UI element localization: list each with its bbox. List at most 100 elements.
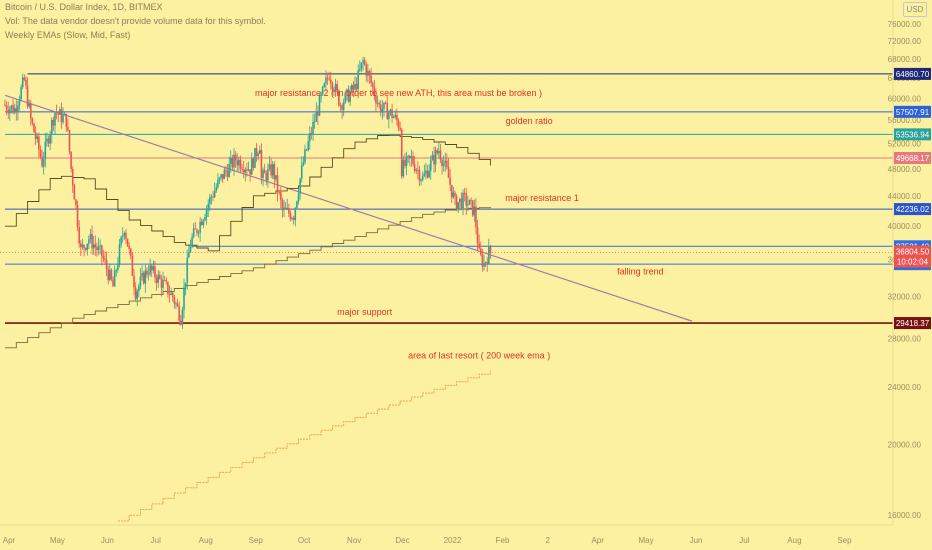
candle-body [360, 62, 363, 69]
candle-body [15, 108, 18, 112]
candle-body [267, 168, 269, 181]
candle [223, 166, 226, 180]
indicator-label[interactable]: Weekly EMAs (Slow, Mid, Fast) [5, 30, 131, 40]
candle [333, 86, 335, 97]
candle [100, 244, 103, 266]
candle [178, 301, 180, 326]
candle-body [255, 148, 258, 157]
price-tick-label: 40000.00 [888, 222, 922, 231]
candle-body [109, 269, 111, 280]
price-level-badge-bg [894, 203, 931, 216]
candle [38, 132, 40, 158]
candle [300, 156, 303, 183]
candle-body [225, 169, 227, 172]
candle [18, 95, 21, 111]
candle-body [67, 126, 69, 131]
candle-body [344, 92, 347, 103]
candle [83, 244, 85, 257]
candle-body [336, 84, 339, 91]
candle-body [147, 273, 150, 275]
candle-body [186, 257, 189, 283]
candle [186, 249, 189, 290]
candle [55, 104, 58, 120]
candle-body [62, 115, 64, 123]
candle [220, 173, 222, 182]
candle [33, 122, 35, 133]
candle-body [268, 164, 271, 169]
candle [36, 133, 39, 144]
plot-area: major resistance 2 ( in order to see new… [0, 56, 893, 522]
candle-body [305, 149, 308, 151]
candle [163, 276, 166, 282]
candle-body [176, 303, 179, 307]
candle-body [7, 110, 10, 114]
candle-body [63, 113, 66, 116]
candle-body [328, 78, 330, 80]
candle [329, 72, 332, 90]
candle [459, 198, 461, 211]
countdown-text: 10:02:04 [897, 257, 929, 266]
candle-body [121, 235, 124, 238]
candle-body [80, 243, 82, 248]
candle [347, 85, 350, 103]
price-tick-label: 52000.00 [888, 140, 922, 149]
candle-body [239, 159, 242, 169]
candle-body [236, 160, 239, 166]
time-tick-label: Jul [151, 536, 161, 545]
candle-body [425, 170, 427, 174]
candle [286, 198, 289, 211]
price-tick-label: 48000.00 [888, 165, 922, 174]
candle-body [438, 150, 440, 154]
candle [49, 130, 51, 151]
candle-body [262, 170, 264, 178]
candle-body [167, 282, 169, 295]
candle [275, 175, 277, 183]
candle [217, 173, 219, 190]
candle-body [194, 228, 197, 230]
candle [94, 235, 97, 256]
candle-body [125, 232, 127, 239]
candle-body [21, 77, 24, 88]
candle [349, 85, 351, 106]
candle [417, 161, 419, 180]
candle-body [457, 202, 459, 210]
candle-body [388, 113, 390, 120]
price-level-badge-text: 64860.70 [896, 70, 930, 79]
candle-body [442, 163, 445, 167]
time-tick-label: Sep [837, 536, 852, 545]
candle [155, 274, 158, 291]
candle [389, 108, 392, 117]
candle-body [157, 274, 160, 283]
candle [434, 146, 437, 172]
candle-body [454, 192, 456, 197]
candles [4, 56, 492, 329]
candle [471, 200, 474, 217]
candle-body [341, 105, 343, 110]
candle-body [488, 246, 490, 265]
candle-body [241, 168, 243, 170]
candle-body [286, 207, 289, 209]
candle [365, 61, 368, 82]
candle [271, 160, 274, 180]
candle [20, 84, 22, 102]
candle-body [359, 68, 361, 71]
chart-annotation: major resistance 2 ( in order to see new… [255, 88, 542, 98]
candle-body [221, 174, 224, 179]
candle-body [31, 118, 34, 124]
candle [276, 167, 279, 202]
candle [134, 282, 137, 302]
candle [410, 149, 413, 167]
currency-badge[interactable]: USD [903, 2, 927, 17]
price-tick-label: 44000.00 [888, 192, 922, 201]
candle-body [65, 113, 68, 127]
candle [50, 117, 53, 144]
candle [297, 188, 300, 205]
candle-body [329, 79, 332, 84]
candle [138, 283, 140, 298]
candle-body [465, 193, 468, 206]
candle [168, 285, 171, 303]
candle [433, 146, 435, 173]
candle [454, 190, 456, 205]
candle [386, 95, 389, 120]
